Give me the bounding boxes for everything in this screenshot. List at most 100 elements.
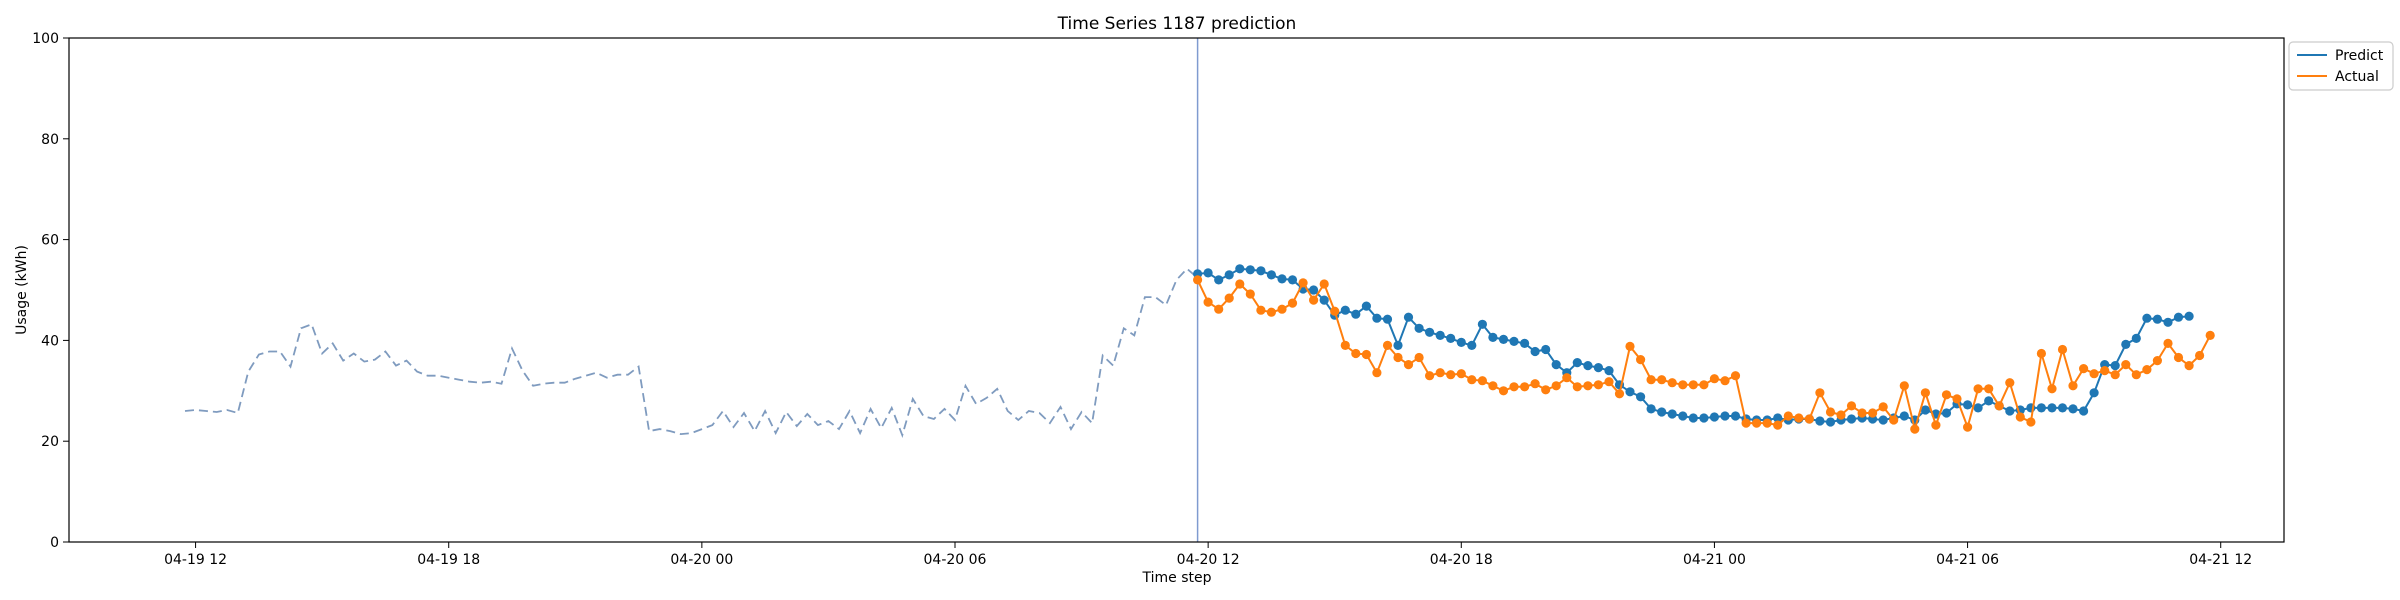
- actual-point: [1509, 382, 1519, 392]
- predict-point: [1646, 404, 1656, 414]
- actual-point: [1773, 420, 1783, 430]
- actual-point: [1256, 305, 1266, 315]
- predict-point: [2079, 406, 2089, 416]
- actual-point: [1287, 298, 1298, 308]
- predict-point: [1625, 387, 1635, 397]
- actual-point: [2163, 338, 2173, 348]
- predict-point: [1277, 274, 1287, 284]
- predict-point: [1688, 413, 1698, 423]
- actual-point: [1646, 375, 1656, 385]
- predict-point: [1477, 319, 1487, 329]
- actual-point: [1583, 381, 1593, 391]
- legend-predict-label: Predict: [2335, 48, 2384, 64]
- actual-point: [1414, 352, 1424, 363]
- actual-point: [1709, 374, 1719, 384]
- predict-point: [1709, 412, 1719, 422]
- actual-point: [1794, 413, 1804, 423]
- actual-point: [1330, 306, 1340, 316]
- x-tick-label: 04-20 18: [1430, 552, 1493, 568]
- y-tick-label: 60: [41, 233, 59, 249]
- predict-point: [1583, 361, 1593, 371]
- predict-point: [1963, 400, 1973, 410]
- actual-point: [2152, 356, 2162, 366]
- x-tick-label: 04-21 12: [2189, 552, 2252, 568]
- predict-point: [2110, 361, 2120, 371]
- actual-point: [1488, 381, 1498, 391]
- actual-point: [2015, 412, 2025, 422]
- actual-point: [1857, 408, 1867, 418]
- actual-point: [2142, 365, 2152, 375]
- predict-point: [1920, 405, 1930, 415]
- actual-point: [1815, 388, 1825, 398]
- predict-point: [1551, 360, 1561, 370]
- actual-point: [1541, 385, 1551, 395]
- y-tick-label: 80: [41, 132, 59, 148]
- predict-point: [1287, 275, 1298, 285]
- predict-point: [1667, 409, 1677, 419]
- actual-point: [1530, 379, 1540, 389]
- actual-point: [1425, 371, 1435, 381]
- predict-point: [1720, 411, 1730, 421]
- actual-point: [1446, 370, 1456, 380]
- actual-point: [1657, 375, 1667, 385]
- actual-point: [1467, 375, 1477, 385]
- predict-point: [2131, 333, 2141, 343]
- actual-point: [1593, 380, 1603, 390]
- predict-point: [1256, 266, 1266, 276]
- x-tick-label: 04-20 00: [670, 552, 733, 568]
- actual-point: [1899, 381, 1909, 391]
- predict-point: [1319, 295, 1329, 305]
- predict-point: [1773, 413, 1783, 423]
- actual-point: [1868, 408, 1878, 418]
- predict-point: [1530, 346, 1540, 357]
- predict-point: [1636, 392, 1646, 402]
- actual-point: [1193, 275, 1203, 285]
- y-tick-label: 40: [41, 333, 59, 349]
- actual-point: [1952, 394, 1962, 404]
- actual-point: [2036, 348, 2046, 359]
- y-axis-label: Usage (kWh): [14, 245, 30, 335]
- predict-point: [2184, 311, 2194, 321]
- actual-point: [2100, 366, 2110, 376]
- actual-point: [1678, 380, 1688, 390]
- plot-area: 0 20 40 60 80 100 04-19 12 04-19 18 04-20 00 04-2…: [32, 31, 2252, 568]
- predict-point: [1678, 411, 1688, 421]
- actual-point: [2005, 378, 2015, 388]
- predict-point: [1235, 264, 1245, 274]
- actual-point: [1319, 279, 1329, 289]
- chart-title: Time Series 1187 prediction: [1057, 14, 1297, 34]
- predict-point: [1203, 268, 1213, 278]
- predict-point: [1382, 314, 1393, 324]
- actual-point: [2131, 370, 2141, 380]
- actual-point: [1477, 376, 1487, 386]
- y-tick-label: 20: [41, 434, 59, 450]
- actual-point: [1625, 341, 1635, 351]
- predict-point: [1446, 333, 1456, 343]
- actual-point: [1730, 371, 1741, 381]
- predict-point: [1393, 340, 1403, 350]
- predict-point: [2057, 403, 2068, 413]
- predict-point: [1941, 408, 1952, 418]
- predict-point: [1730, 411, 1741, 421]
- actual-point: [1277, 304, 1287, 314]
- actual-point: [1720, 376, 1730, 386]
- predict-point: [1414, 323, 1424, 333]
- predict-point: [1309, 285, 1319, 295]
- predict-point: [1340, 305, 1350, 315]
- predict-point: [1245, 265, 1255, 275]
- predict-point: [1593, 363, 1603, 373]
- actual-point: [1752, 418, 1762, 428]
- actual-point: [2205, 330, 2215, 340]
- actual-point: [1804, 414, 1814, 424]
- predict-point: [2036, 403, 2046, 413]
- actual-point: [1741, 418, 1751, 428]
- predict-point: [1403, 312, 1414, 322]
- predict-point: [1699, 413, 1709, 423]
- actual-point: [2121, 360, 2131, 370]
- legend: Predict Actual: [2288, 41, 2394, 91]
- actual-point: [1298, 278, 1308, 288]
- actual-point: [2195, 350, 2205, 361]
- x-tick-label: 04-20 06: [924, 552, 987, 568]
- predict-point: [1572, 358, 1582, 368]
- actual-point: [1878, 402, 1888, 412]
